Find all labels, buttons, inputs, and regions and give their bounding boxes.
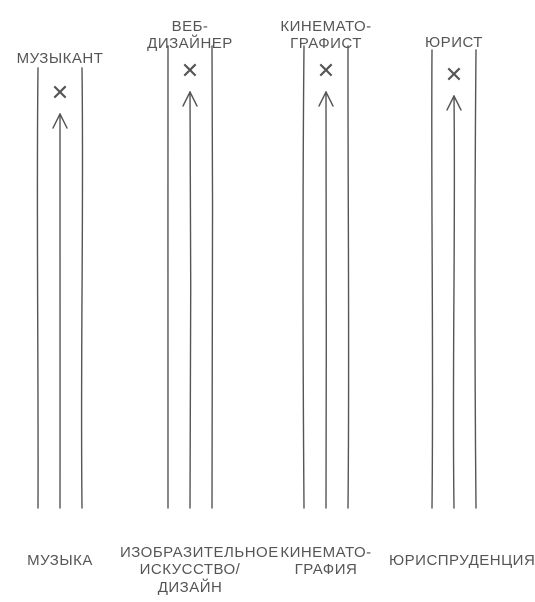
column-law: ЮРИСТ ✕ ЮРИСПРУДЕНЦИЯ bbox=[389, 0, 519, 602]
top-label: ЮРИСТ bbox=[389, 34, 519, 51]
target-x-icon: ✕ bbox=[181, 60, 199, 82]
top-label: ВЕБ- ДИЗАЙНЕР bbox=[120, 18, 260, 53]
top-label: КИНЕМАТО- ГРАФИСТ bbox=[266, 18, 386, 53]
bottom-label: МУЗЫКА bbox=[5, 552, 115, 569]
top-label: МУЗЫКАНТ bbox=[5, 50, 115, 67]
bottom-label: ИЗОБРАЗИТЕЛЬНОЕ ИСКУССТВО/ДИЗАЙН bbox=[120, 544, 260, 596]
bottom-label: КИНЕМАТО- ГРАФИЯ bbox=[266, 544, 386, 579]
target-x-icon: ✕ bbox=[317, 60, 335, 82]
column-design: ВЕБ- ДИЗАЙНЕР ✕ ИЗОБРАЗИТЕЛЬНОЕ ИСКУССТВО/… bbox=[120, 0, 260, 602]
target-x-icon: ✕ bbox=[51, 82, 69, 104]
column-music: МУЗЫКАНТ ✕ МУЗЫКА bbox=[5, 0, 115, 602]
bottom-label: ЮРИСПРУДЕНЦИЯ bbox=[389, 552, 519, 569]
target-x-icon: ✕ bbox=[445, 64, 463, 86]
column-cinema: КИНЕМАТО- ГРАФИСТ ✕ КИНЕМАТО- ГРАФИЯ bbox=[266, 0, 386, 602]
career-paths-diagram: МУЗЫКАНТ ✕ МУЗЫКА ВЕБ- ДИЗАЙНЕР ✕ ИЗОБРАЗИТЕЛ… bbox=[0, 0, 535, 602]
